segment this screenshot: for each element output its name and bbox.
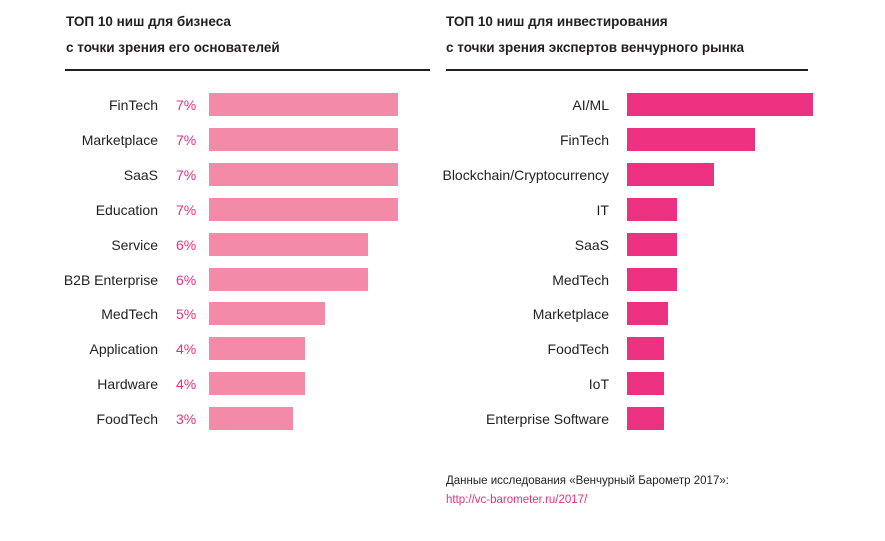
- category-label: B2B Enterprise: [63, 271, 158, 288]
- bar-row: Service 6%: [0, 232, 885, 257]
- category-label: AI/ML: [572, 97, 609, 113]
- value-label: 6%: [176, 271, 197, 288]
- bar-row: FoodTech: [0, 337, 885, 361]
- category-label: Hardware: [97, 376, 158, 393]
- category-label: FoodTech: [96, 411, 158, 428]
- value-label: 3%: [176, 411, 197, 428]
- bar-row: FinTech 7%: [0, 93, 885, 117]
- category-label: Education: [95, 201, 158, 218]
- value-label: 7%: [176, 131, 197, 148]
- bar: [209, 302, 325, 326]
- value-label: 7%: [176, 97, 197, 113]
- left-title-line-2: с точки зрения его основателей: [66, 40, 280, 55]
- value-label: 6%: [176, 236, 197, 253]
- bar: [627, 232, 678, 256]
- value-label: 7%: [176, 201, 197, 218]
- left-title-divider: [65, 69, 430, 71]
- value-label: 4%: [176, 341, 197, 358]
- category-label: Blockchain/Cryptocurrency: [442, 166, 609, 183]
- bar-row: AI/ML: [0, 93, 885, 117]
- bar-row: MedTech 5%: [0, 302, 885, 326]
- bar-row: Education 7%: [0, 197, 885, 222]
- category-label: MedTech: [552, 271, 609, 288]
- bar-row: SaaS 7%: [0, 162, 885, 187]
- category-label: Marketplace: [81, 131, 158, 148]
- bar: [627, 127, 756, 151]
- bar: [627, 337, 665, 361]
- bar-row: SaaS: [0, 232, 885, 257]
- category-label: IoT: [588, 376, 609, 393]
- source-text: Данные исследования «Венчурный Барометр …: [446, 475, 729, 487]
- right-title-divider: [446, 69, 808, 71]
- bar: [627, 93, 813, 116]
- bar-row: Blockchain/Cryptocurrency: [0, 162, 885, 187]
- left-title-line-1: ТОП 10 ниш для бизнеса: [66, 14, 231, 29]
- bar: [209, 372, 305, 396]
- bar-row: MedTech: [0, 267, 885, 292]
- bar-row: IT: [0, 197, 885, 222]
- bar: [209, 337, 305, 361]
- bar-row: Marketplace: [0, 302, 885, 326]
- bar-row: Application 4%: [0, 337, 885, 361]
- bar: [627, 162, 715, 186]
- bar: [627, 197, 678, 221]
- category-label: FinTech: [559, 131, 609, 148]
- value-label: 5%: [176, 306, 197, 323]
- bar: [627, 372, 665, 396]
- right-chart-title: ТОП 10 ниш для инвестирования с точки зр…: [446, 9, 744, 61]
- bar-row: FoodTech 3%: [0, 407, 885, 431]
- category-label: SaaS: [123, 166, 158, 183]
- category-label: Service: [111, 236, 158, 253]
- bar: [209, 127, 398, 151]
- value-label: 7%: [176, 166, 197, 183]
- value-label: 4%: [176, 376, 197, 393]
- bar-row: Hardware 4%: [0, 372, 885, 396]
- bar-row: IoT: [0, 372, 885, 396]
- category-label: IT: [596, 201, 609, 218]
- category-label: Application: [89, 341, 159, 358]
- category-label: FinTech: [108, 97, 158, 113]
- category-label: Marketplace: [532, 306, 609, 323]
- bar: [627, 267, 678, 291]
- bar: [209, 407, 293, 431]
- bar-row: B2B Enterprise 6%: [0, 267, 885, 292]
- left-chart-title: ТОП 10 ниш для бизнеса с точки зрения ег…: [66, 9, 280, 61]
- bar: [627, 407, 665, 431]
- right-title-line-2: с точки зрения экспертов венчурного рынк…: [446, 40, 745, 55]
- category-label: SaaS: [574, 236, 609, 253]
- bar: [209, 93, 398, 116]
- bar: [209, 267, 368, 291]
- category-label: MedTech: [101, 306, 158, 323]
- bar-row: Marketplace 7%: [0, 127, 885, 152]
- bar: [209, 162, 398, 186]
- bar: [209, 232, 368, 256]
- bar-row: FinTech: [0, 127, 885, 152]
- category-label: FoodTech: [547, 341, 609, 358]
- category-label: Enterprise Software: [486, 411, 609, 428]
- bar: [627, 302, 668, 326]
- right-title-line-1: ТОП 10 ниш для инвестирования: [446, 14, 668, 29]
- bar: [209, 197, 398, 221]
- bar-row: Enterprise Software: [0, 407, 885, 431]
- source-link[interactable]: http://vc-barometer.ru/2017/: [446, 494, 588, 506]
- source-note: Данные исследования «Венчурный Барометр …: [446, 472, 729, 510]
